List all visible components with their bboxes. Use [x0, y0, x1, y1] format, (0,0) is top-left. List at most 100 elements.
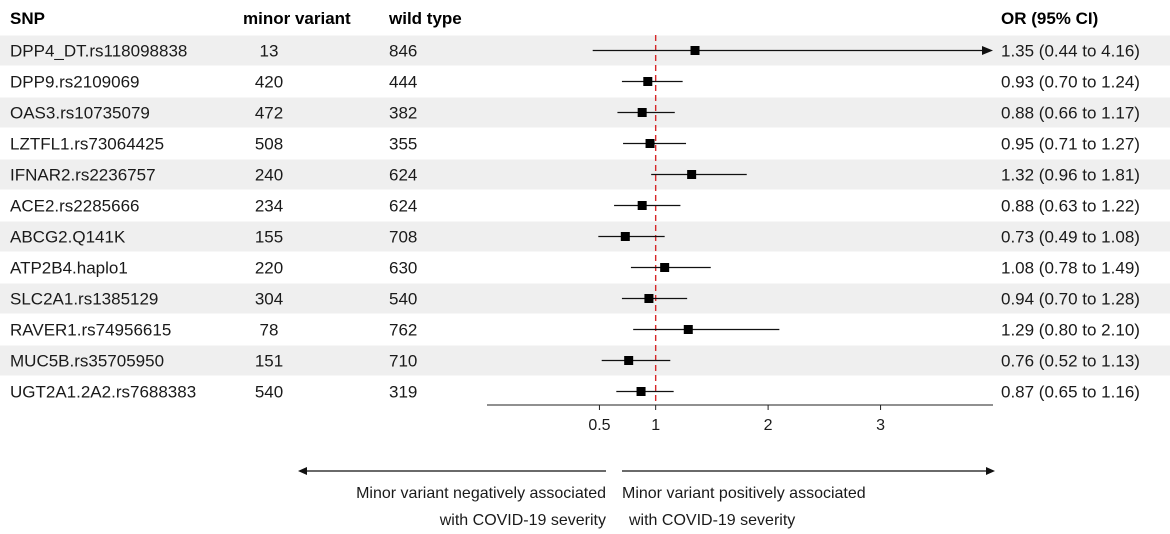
- table-row: LZTFL1.rs73064425 508 355 0.95 (0.71 to 1.2…: [10, 135, 1140, 154]
- or-ci-text: 1.32 (0.96 to 1.81): [1001, 166, 1140, 185]
- minor-variant-count: 508: [255, 135, 283, 154]
- point-estimate: [690, 46, 700, 55]
- minor-variant-count: 234: [255, 197, 283, 216]
- snp-label: IFNAR2.rs2236757: [10, 166, 156, 185]
- header-minor-variant: minor variant: [243, 9, 351, 28]
- wild-type-count: 846: [389, 42, 417, 61]
- snp-label: LZTFL1.rs73064425: [10, 135, 164, 154]
- x-tick-label: 3: [876, 417, 885, 434]
- or-ci-text: 0.87 (0.65 to 1.16): [1001, 383, 1140, 402]
- minor-variant-count: 304: [255, 290, 283, 309]
- left-annotation-line1: Minor variant negatively associated: [356, 485, 606, 502]
- point-estimate: [636, 387, 646, 396]
- point-estimate: [660, 263, 670, 272]
- snp-label: DPP9.rs2109069: [10, 73, 139, 92]
- table-row: RAVER1.rs74956615 78 762 1.29 (0.80 to 2.10…: [10, 321, 1140, 340]
- or-ci-text: 1.29 (0.80 to 2.10): [1001, 321, 1140, 340]
- row-stripe: [0, 345, 1170, 376]
- minor-variant-count: 155: [255, 228, 283, 247]
- or-ci-text: 0.73 (0.49 to 1.08): [1001, 228, 1140, 247]
- or-ci-text: 0.95 (0.71 to 1.27): [1001, 135, 1140, 154]
- snp-label: OAS3.rs10735079: [10, 104, 150, 123]
- x-tick-label: 0.5: [588, 417, 610, 434]
- wild-type-count: 355: [389, 135, 417, 154]
- x-axis: 0.5 1 2 3: [487, 404, 993, 434]
- table-row: SLC2A1.rs1385129 304 540 0.94 (0.70 to 1.28…: [10, 290, 1140, 309]
- left-annotation-line2: with COVID-19 severity: [439, 512, 606, 529]
- x-axis-ticks: 0.5 1 2 3: [588, 405, 885, 434]
- point-estimate: [687, 170, 697, 179]
- table-row: UGT2A1.2A2.rs7688383 540 319 0.87 (0.65 to …: [10, 383, 1140, 402]
- row-stripe: [0, 97, 1170, 128]
- row-stripe: [0, 221, 1170, 252]
- right-annotation-line2: with COVID-19 severity: [628, 512, 795, 529]
- snp-label: ACE2.rs2285666: [10, 197, 139, 216]
- x-tick-label: 1: [651, 417, 660, 434]
- x-tick-label: 2: [764, 417, 773, 434]
- table-row: DPP4_DT.rs118098838 13 846 1.35 (0.44 to 4.…: [10, 42, 1140, 61]
- row-stripe: [0, 159, 1170, 190]
- table-rows: DPP4_DT.rs118098838 13 846 1.35 (0.44 to 4.…: [10, 42, 1140, 402]
- table-row: DPP9.rs2109069 420 444 0.93 (0.70 to 1.24): [10, 73, 1140, 92]
- table-row: ACE2.rs2285666 234 624 0.88 (0.63 to 1.22): [10, 197, 1140, 216]
- wild-type-count: 319: [389, 383, 417, 402]
- minor-variant-count: 420: [255, 73, 283, 92]
- minor-variant-count: 472: [255, 104, 283, 123]
- wild-type-count: 708: [389, 228, 417, 247]
- point-estimate: [643, 77, 653, 86]
- header-snp: SNP: [10, 9, 45, 28]
- table-row: ABCG2.Q141K 155 708 0.73 (0.49 to 1.08): [10, 228, 1140, 247]
- table-row: ATP2B4.haplo1 220 630 1.08 (0.78 to 1.49): [10, 259, 1140, 278]
- point-estimate: [620, 232, 630, 241]
- point-estimate: [624, 356, 634, 365]
- wild-type-count: 710: [389, 352, 417, 371]
- point-estimate: [637, 108, 647, 117]
- minor-variant-count: 240: [255, 166, 283, 185]
- table-row: MUC5B.rs35705950 151 710 0.76 (0.52 to 1.13…: [10, 352, 1140, 371]
- header-or-ci: OR (95% CI): [1001, 9, 1098, 28]
- point-estimate: [644, 294, 654, 303]
- or-ci-text: 1.35 (0.44 to 4.16): [1001, 42, 1140, 61]
- minor-variant-count: 78: [260, 321, 279, 340]
- or-ci-text: 0.88 (0.66 to 1.17): [1001, 104, 1140, 123]
- wild-type-count: 382: [389, 104, 417, 123]
- or-ci-text: 1.08 (0.78 to 1.49): [1001, 259, 1140, 278]
- or-ci-text: 0.76 (0.52 to 1.13): [1001, 352, 1140, 371]
- column-headers: SNP minor variant wild type OR (95% CI): [10, 9, 1098, 28]
- header-wild-type: wild type: [388, 9, 462, 28]
- wild-type-count: 444: [389, 73, 417, 92]
- or-ci-text: 0.93 (0.70 to 1.24): [1001, 73, 1140, 92]
- minor-variant-count: 540: [255, 383, 283, 402]
- minor-variant-count: 220: [255, 259, 283, 278]
- row-stripe: [0, 283, 1170, 314]
- wild-type-count: 540: [389, 290, 417, 309]
- snp-label: ATP2B4.haplo1: [10, 259, 128, 278]
- snp-label: MUC5B.rs35705950: [10, 352, 164, 371]
- direction-annotations: Minor variant negatively associated with…: [298, 467, 995, 529]
- snp-label: RAVER1.rs74956615: [10, 321, 171, 340]
- point-estimate: [683, 325, 693, 334]
- minor-variant-count: 13: [260, 42, 279, 61]
- wild-type-count: 624: [389, 166, 417, 185]
- ci-overflow-arrow-icon: [982, 46, 993, 55]
- table-row: OAS3.rs10735079 472 382 0.88 (0.66 to 1.17): [10, 104, 1140, 123]
- table-row: IFNAR2.rs2236757 240 624 1.32 (0.96 to 1.81…: [10, 166, 1140, 185]
- snp-label: DPP4_DT.rs118098838: [10, 42, 187, 61]
- or-ci-text: 0.88 (0.63 to 1.22): [1001, 197, 1140, 216]
- right-annotation-line1: Minor variant positively associated: [622, 485, 866, 502]
- snp-label: UGT2A1.2A2.rs7688383: [10, 383, 196, 402]
- left-arrow-head-icon: [298, 467, 307, 475]
- or-ci-text: 0.94 (0.70 to 1.28): [1001, 290, 1140, 309]
- wild-type-count: 762: [389, 321, 417, 340]
- minor-variant-count: 151: [255, 352, 283, 371]
- wild-type-count: 630: [389, 259, 417, 278]
- snp-label: SLC2A1.rs1385129: [10, 290, 158, 309]
- snp-label: ABCG2.Q141K: [10, 228, 126, 247]
- forest-marks: [592, 35, 993, 405]
- wild-type-count: 624: [389, 197, 417, 216]
- point-estimate: [637, 201, 647, 210]
- right-arrow-head-icon: [986, 467, 995, 475]
- row-stripes: [0, 35, 1170, 376]
